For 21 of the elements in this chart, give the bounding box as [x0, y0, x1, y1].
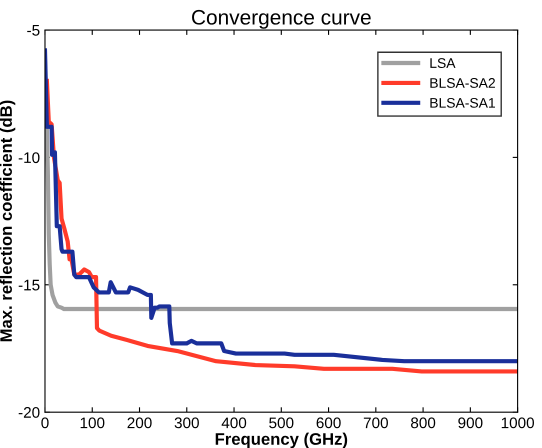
x-tick-label: 300 — [174, 417, 199, 428]
x-tick-label: 700 — [364, 417, 388, 428]
x-tick-label: 800 — [411, 417, 436, 428]
x-tick-label: 100 — [80, 417, 104, 428]
y-tick-label: -15 — [18, 280, 40, 290]
legend-label: LSA — [430, 58, 456, 68]
y-tick-label: -5 — [27, 25, 40, 36]
x-tick-label: 500 — [269, 417, 294, 428]
chart-title: Convergence curve — [192, 10, 371, 29]
x-tick-label: 600 — [316, 417, 341, 428]
y-tick-label: -10 — [18, 152, 40, 164]
x-tick-label: 1000 — [502, 417, 534, 428]
x-axis-title: Frequency (GHz) — [216, 432, 348, 448]
y-axis-title: Max. reflection coefficient (dB) — [0, 100, 16, 342]
x-tick-label: 0 — [41, 417, 49, 428]
x-tick-label: 200 — [128, 417, 152, 428]
legend-label: BLSA-SA1 — [430, 98, 495, 108]
x-tick-label: 900 — [458, 417, 482, 428]
x-tick-label: 400 — [222, 417, 246, 428]
y-tick-label: -20 — [18, 407, 40, 418]
legend-label: BLSA-SA2 — [430, 78, 495, 88]
